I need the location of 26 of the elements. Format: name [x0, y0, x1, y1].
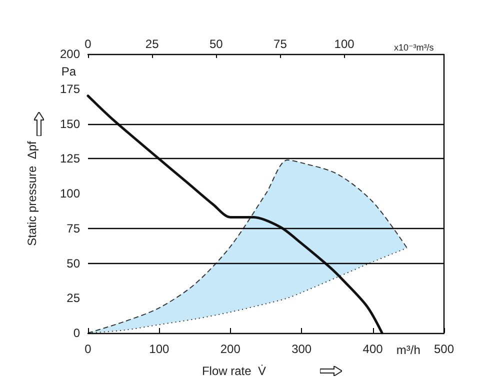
x2-tick-label: 100	[334, 37, 355, 51]
x-tick-label: 200	[220, 342, 241, 356]
y-tick-label: 200	[60, 47, 80, 61]
y-tick-label: 125	[60, 152, 80, 166]
y-tick-label: 25	[66, 291, 80, 306]
x2-tick-label: 25	[145, 37, 160, 51]
x2-tick-label: 50	[209, 37, 224, 51]
x-tick-label: 400	[362, 342, 384, 356]
line-series	[86, 94, 384, 334]
y-tick-label: 175	[60, 82, 80, 96]
x-tick-label: 100	[149, 342, 170, 356]
text: Pa	[61, 64, 76, 78]
x2-axis-title: x10⁻³m³/s	[394, 42, 434, 52]
y-tick-label: 150	[60, 116, 80, 131]
x2-tick-label: 0	[84, 37, 92, 51]
x-tick-label: 0	[84, 342, 92, 356]
x-tick-label: 300	[292, 342, 312, 356]
x-axis-title: Flow rate V̇	[202, 364, 266, 378]
y-tick-label: 100	[60, 186, 80, 200]
y-axis-title: Static pressure Δpf	[25, 140, 39, 246]
y-tick-label: 75	[66, 221, 80, 236]
y-tick-label: 0	[73, 326, 80, 340]
x-tick-label: 500	[434, 342, 454, 356]
y-tick-label: 50	[66, 256, 80, 270]
x2-tick-label: 75	[274, 37, 288, 51]
text: m³/h	[396, 343, 420, 357]
